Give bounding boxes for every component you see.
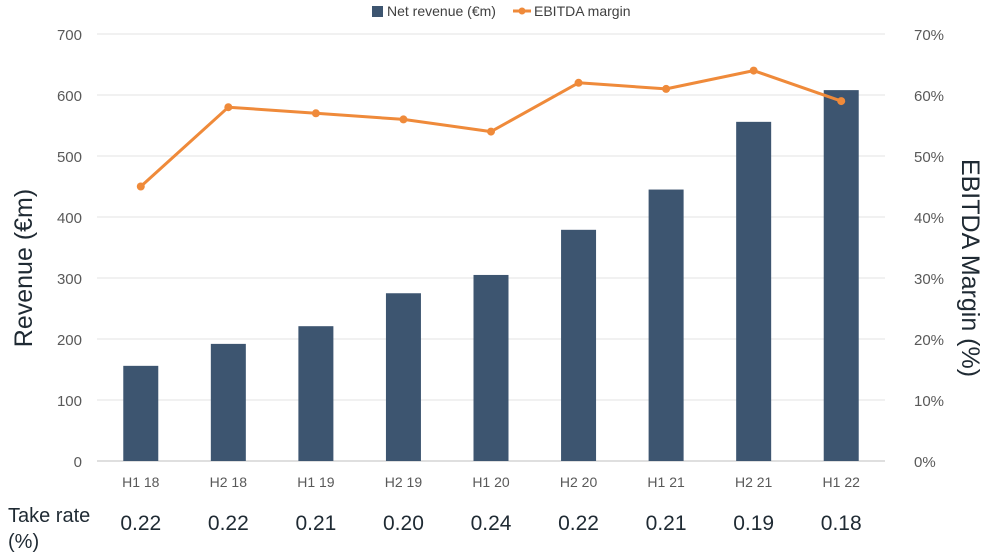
take-rate-label: Take rate (%) xyxy=(8,505,91,553)
x-tick-label: H1 19 xyxy=(297,474,335,490)
revenue-bar xyxy=(210,343,246,461)
revenue-bar xyxy=(648,189,684,462)
y-tick-label: 500 xyxy=(57,149,82,166)
revenue-bar xyxy=(473,274,509,461)
y2-tick-label: 20% xyxy=(914,332,944,349)
ebitda-margin-point xyxy=(574,78,583,87)
y-tick-label: 300 xyxy=(57,271,82,288)
take-rate-value: 0.18 xyxy=(820,512,862,535)
revenue-bar xyxy=(298,326,334,461)
revenue-bar xyxy=(123,365,159,461)
legend-label-revenue: Net revenue (€m) xyxy=(387,3,496,19)
y2-tick-label: 30% xyxy=(914,271,944,288)
y-tick-label: 400 xyxy=(57,210,82,227)
ebitda-margin-point xyxy=(749,66,758,75)
y2-tick-label: 0% xyxy=(914,454,936,471)
x-tick-label: H1 22 xyxy=(823,474,861,490)
revenue-bars xyxy=(123,90,859,462)
ebitda-margin-line xyxy=(136,66,846,191)
take-rate-value: 0.21 xyxy=(645,512,687,535)
y-axis-title: Revenue (€m) xyxy=(10,189,38,347)
revenue-bar xyxy=(736,121,772,461)
x-tick-label: H1 20 xyxy=(472,474,510,490)
y-tick-label: 0 xyxy=(74,454,82,471)
ebitda-margin-point xyxy=(224,103,233,112)
ebitda-margin-point xyxy=(399,115,408,124)
take-rate-value: 0.22 xyxy=(558,512,599,535)
y2-axis-title: EBITDA Margin (%) xyxy=(956,159,984,377)
x-tick-label: H2 20 xyxy=(560,474,598,490)
ebitda-margin-point xyxy=(311,109,320,118)
y2-tick-label: 50% xyxy=(914,149,944,166)
take-rate-value: 0.20 xyxy=(383,512,424,535)
take-rate-row: 0.22 0.22 0.21 0.20 0.24 0.22 0.21 0.19 0.18 xyxy=(0,512,1000,542)
x-tick-label: H2 19 xyxy=(385,474,423,490)
y2-tick-label: 40% xyxy=(914,210,944,227)
take-rate-value: 0.24 xyxy=(470,512,512,535)
y-tick-label: 100 xyxy=(57,393,82,410)
revenue-bar xyxy=(823,90,859,462)
x-tick-label: H2 21 xyxy=(735,474,773,490)
y-tick-label: 200 xyxy=(57,332,82,349)
y2-tick-label: 70% xyxy=(914,27,944,44)
legend-label-margin: EBITDA margin xyxy=(534,3,630,19)
y-tick-label: 600 xyxy=(57,88,82,105)
revenue-bar xyxy=(561,229,597,461)
legend: Net revenue (€m) EBITDA margin xyxy=(372,3,630,19)
y-tick-label: 700 xyxy=(57,27,82,44)
x-tick-label: H2 18 xyxy=(210,474,248,490)
ebitda-margin-point xyxy=(487,127,495,136)
x-tick-label: H1 21 xyxy=(647,474,685,490)
y2-tick-label: 60% xyxy=(914,88,944,105)
take-rate-value: 0.21 xyxy=(295,512,337,535)
legend-marker-margin xyxy=(518,7,526,15)
take-rate-value: 0.19 xyxy=(733,512,775,535)
ebitda-margin-point xyxy=(837,97,846,106)
revenue-bar xyxy=(385,293,421,461)
ebitda-margin-point xyxy=(662,84,671,93)
axes: 0 100 200 300 400 500 600 700 0% 10% 20% 30% 40% 50% 6… xyxy=(57,27,944,490)
x-tick-label: H1 18 xyxy=(122,474,160,490)
y2-tick-label: 10% xyxy=(914,393,944,410)
take-rate-value: 0.22 xyxy=(207,512,249,535)
ebitda-margin-point xyxy=(136,182,145,191)
take-rate-value: 0.22 xyxy=(120,512,162,535)
legend-swatch-revenue xyxy=(372,6,383,17)
